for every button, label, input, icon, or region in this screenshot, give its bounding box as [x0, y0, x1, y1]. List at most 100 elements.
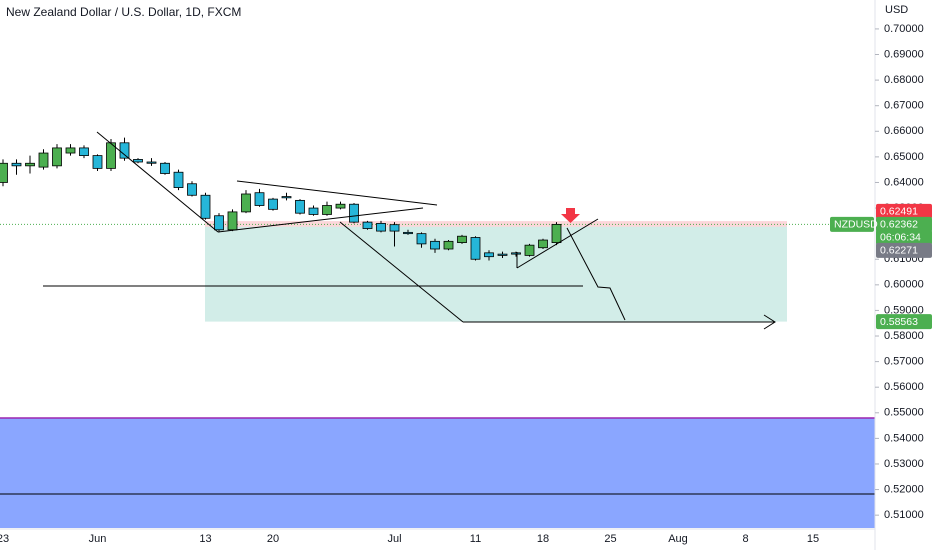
- candle-body: [11, 162, 22, 167]
- candle-body: [268, 198, 278, 210]
- y-tick-label: 0.51000: [884, 509, 924, 521]
- y-tick-label: 0.53000: [884, 458, 924, 470]
- y-tick-label: 0.52000: [884, 483, 924, 495]
- candles: [0, 137, 562, 261]
- candle-body: [430, 240, 440, 250]
- candle-body: [362, 221, 373, 229]
- candle-body: [295, 199, 305, 214]
- symbol-tag-bg: [830, 216, 874, 232]
- countdown-tag: 06:06:34: [876, 229, 932, 245]
- level-tag-label: 0.58563: [880, 316, 918, 328]
- y-tick-label: 0.65000: [884, 151, 924, 163]
- symbol-tag: NZDUSD: [830, 216, 878, 232]
- level-tag: 0.62271: [876, 242, 932, 258]
- y-tick-label: 0.64000: [884, 176, 924, 188]
- candle-body: [25, 162, 35, 167]
- candle-body: [349, 203, 359, 223]
- candle-body: [389, 224, 400, 232]
- x-tick-label: 8: [742, 533, 748, 545]
- y-tick-label: 0.59000: [884, 304, 924, 316]
- x-tick-label: Jul: [387, 533, 401, 545]
- candle-body: [497, 253, 508, 256]
- drawings-background: [0, 417, 875, 528]
- candle-body: [200, 194, 211, 219]
- level-tag-label: 0.62271: [880, 245, 918, 257]
- candle-body: [119, 142, 130, 159]
- candle-body: [443, 240, 454, 250]
- y-tick-label: 0.69000: [884, 48, 924, 60]
- candle-body: [173, 171, 184, 188]
- candle-body: [79, 147, 89, 156]
- x-tick-label: 13: [199, 533, 211, 545]
- candle-body: [457, 235, 467, 244]
- candle-body: [214, 215, 224, 231]
- candle-body: [335, 203, 346, 209]
- candle-body: [106, 142, 116, 169]
- y-tick-label: 0.54000: [884, 432, 924, 444]
- y-tick-label: 0.68000: [884, 74, 924, 86]
- candle-body: [92, 155, 103, 169]
- candle-body: [187, 183, 197, 196]
- arrow-marker: [561, 208, 580, 223]
- projection-path: [566, 227, 626, 321]
- candle-body: [551, 223, 562, 244]
- candle-body: [227, 211, 238, 231]
- y-tick-label: 0.56000: [884, 381, 924, 393]
- level-tag: 0.62491: [876, 203, 932, 219]
- trend-line: [236, 180, 438, 206]
- chart-title: New Zealand Dollar / U.S. Dollar, 1D, FX…: [6, 5, 241, 19]
- candle-body: [241, 193, 251, 213]
- x-tick-label: 11: [470, 533, 481, 545]
- candle-body: [403, 231, 413, 235]
- candle-body: [538, 239, 548, 249]
- price-tag: 0.62362: [876, 216, 932, 232]
- candle-body: [281, 196, 292, 199]
- candle-body: [133, 159, 143, 163]
- trend-line: [96, 131, 219, 233]
- candle-body: [0, 162, 8, 183]
- x-tick-label: 15: [807, 533, 819, 545]
- axes: 0.70000 0.69000 0.68000 0.67000 0.66000 0.650…: [0, 23, 932, 545]
- level-tag-bg: [876, 203, 932, 219]
- countdown-tag-label: 06:06:34: [880, 232, 921, 244]
- candle-body: [65, 147, 76, 154]
- price-tag-label: 0.62362: [880, 219, 918, 231]
- x-tick-label: Aug: [668, 533, 688, 545]
- candle-body: [308, 207, 319, 215]
- y-tick-label: 0.58000: [884, 330, 924, 342]
- y-tick-label: 0.70000: [884, 23, 924, 35]
- level-tag: 0.58563: [876, 314, 932, 330]
- target-zone: [205, 226, 787, 322]
- candle-body: [470, 237, 481, 260]
- candle-body: [254, 192, 265, 206]
- candle-body: [322, 205, 332, 215]
- trend-line: [217, 207, 424, 233]
- candle-body: [160, 162, 170, 174]
- y-tick-label: 0.55000: [884, 407, 924, 419]
- x-tick-label: 25: [604, 533, 616, 545]
- x-tick-label: Jun: [89, 533, 107, 545]
- x-tick-label: 20: [267, 533, 279, 545]
- y-tick-label: 0.66000: [884, 125, 924, 137]
- candle-body: [376, 223, 386, 232]
- symbol-tag-label: NZDUSD: [834, 219, 878, 231]
- x-tick-label: 23: [0, 533, 9, 545]
- candle-body: [416, 233, 427, 245]
- trend-line: [339, 221, 464, 323]
- y-tick-label: 0.60000: [884, 279, 924, 291]
- x-tick-label: 18: [537, 533, 549, 545]
- y-axis-label: USD: [885, 4, 908, 16]
- trend-line: [516, 218, 599, 269]
- position-tool: [0, 221, 875, 322]
- countdown-tag-bg: [876, 229, 932, 245]
- candle-body: [524, 244, 535, 256]
- level-tag-bg: [876, 242, 932, 258]
- y-tick-label: 0.67000: [884, 100, 924, 112]
- level-tag-label: 0.62491: [880, 206, 918, 218]
- drawings: [43, 131, 776, 330]
- candle-body: [38, 152, 49, 168]
- level-tag-bg: [876, 314, 932, 330]
- zone: [0, 418, 875, 528]
- candle-body: [484, 252, 494, 258]
